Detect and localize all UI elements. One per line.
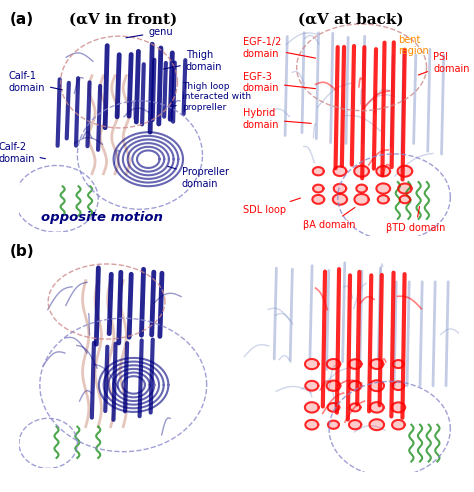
Polygon shape xyxy=(313,167,324,175)
Text: Calf-1
domain: Calf-1 domain xyxy=(9,71,62,93)
Text: (αV in front): (αV in front) xyxy=(69,12,177,26)
Text: βA domain: βA domain xyxy=(303,208,356,230)
Text: Thigh
domain: Thigh domain xyxy=(164,50,222,72)
Polygon shape xyxy=(328,403,339,412)
Polygon shape xyxy=(398,166,412,177)
Polygon shape xyxy=(378,195,389,204)
Text: bent
region: bent region xyxy=(398,35,429,57)
Polygon shape xyxy=(349,381,361,391)
Polygon shape xyxy=(349,420,361,430)
Text: EGF-3
domain: EGF-3 domain xyxy=(243,72,316,93)
Polygon shape xyxy=(356,184,367,192)
Polygon shape xyxy=(312,195,324,204)
Polygon shape xyxy=(327,359,340,369)
Polygon shape xyxy=(370,380,384,391)
Text: Hybrid
domain: Hybrid domain xyxy=(243,108,311,130)
Polygon shape xyxy=(349,359,362,369)
Polygon shape xyxy=(350,403,360,411)
Text: Thigh loop
interacted with
propreller: Thigh loop interacted with propreller xyxy=(172,82,251,112)
Text: Calf-2
domain: Calf-2 domain xyxy=(0,142,46,164)
Polygon shape xyxy=(305,359,319,369)
Polygon shape xyxy=(392,420,405,430)
Polygon shape xyxy=(334,166,346,176)
Text: (a): (a) xyxy=(9,12,34,27)
Text: (b): (b) xyxy=(9,244,34,258)
Polygon shape xyxy=(376,184,390,194)
Text: βTD domain: βTD domain xyxy=(386,207,446,233)
Polygon shape xyxy=(305,402,319,413)
Text: opposite motion: opposite motion xyxy=(41,211,164,224)
Text: genu: genu xyxy=(126,27,173,38)
Polygon shape xyxy=(370,402,383,413)
Polygon shape xyxy=(400,195,410,203)
Polygon shape xyxy=(313,184,323,192)
Text: PSI
domain: PSI domain xyxy=(419,52,470,75)
Polygon shape xyxy=(369,419,384,430)
Polygon shape xyxy=(305,381,319,391)
Polygon shape xyxy=(393,360,404,368)
Polygon shape xyxy=(398,184,411,193)
Polygon shape xyxy=(327,381,340,391)
Polygon shape xyxy=(392,402,405,412)
Polygon shape xyxy=(333,194,347,205)
Polygon shape xyxy=(392,381,404,390)
Polygon shape xyxy=(370,359,383,369)
Polygon shape xyxy=(376,166,390,176)
Polygon shape xyxy=(334,184,346,193)
Polygon shape xyxy=(305,420,318,430)
Text: (αV at back): (αV at back) xyxy=(298,12,403,26)
Polygon shape xyxy=(354,166,369,177)
Text: SDL loop: SDL loop xyxy=(243,198,301,215)
Polygon shape xyxy=(355,194,369,205)
Polygon shape xyxy=(328,421,339,429)
Text: Propreller
domain: Propreller domain xyxy=(168,166,228,189)
Text: EGF-1/2
domain: EGF-1/2 domain xyxy=(243,37,316,59)
